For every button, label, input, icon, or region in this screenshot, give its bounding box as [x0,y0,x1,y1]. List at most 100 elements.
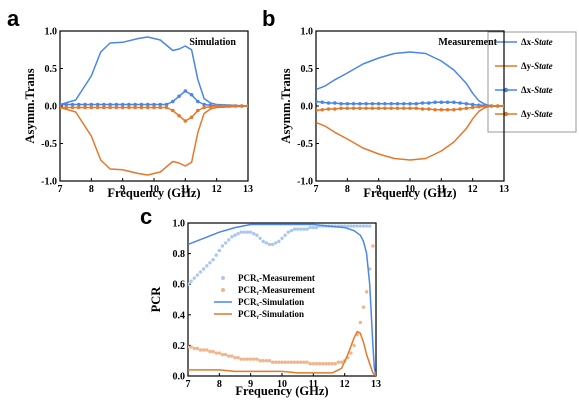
data-point-b-2 [316,99,318,104]
data-point-b-2 [333,101,337,105]
data-point-b-2 [458,101,462,105]
data-point-c-1 [349,351,353,355]
data-point-b-3 [408,106,412,111]
data-point-c-0 [289,228,294,233]
data-point-c-0 [267,242,272,247]
data-point-a-2 [120,102,125,107]
data-point-b-3 [383,106,387,111]
data-point-c-0 [255,233,259,237]
legend-c: PCRₓ-Measurement PCRᵧ-Measurement PCRₓ-Sim… [214,273,315,319]
legend-ab-label-3: Δy-State [521,109,553,119]
data-point-b-3 [389,106,394,111]
data-point-b-2 [395,101,400,106]
y-tick-label-b: -0.5 [297,139,313,150]
data-point-a-2 [152,102,156,107]
data-point-c-1 [230,354,234,358]
series-line-c-2 [188,223,376,376]
data-point-a-2 [164,102,169,107]
data-point-c-0 [311,225,316,230]
x-tick-label-c: 7 [186,379,191,390]
x-tick-label-c: 8 [217,379,222,390]
data-point-c-0 [368,224,372,228]
data-point-a-2 [189,92,194,97]
x-tick-label-b: 8 [345,184,350,195]
panel-letter-c: c [140,204,152,229]
data-point-c-1 [255,357,259,361]
data-point-a-3 [221,104,225,108]
data-point-a-3 [171,108,175,113]
data-point-c-0 [236,232,240,236]
data-point-c-0 [220,244,225,248]
data-point-a-2 [60,102,62,107]
data-point-c-1 [233,355,237,360]
x-axis-label-c: Frequency (GHz) [235,384,328,398]
data-point-c-1 [317,362,322,366]
data-point-c-1 [302,360,306,364]
data-point-b-2 [326,101,331,105]
data-point-c-0 [189,279,193,283]
data-point-c-1 [358,320,363,325]
data-point-a-3 [227,104,231,108]
data-point-c-0 [308,225,312,230]
data-point-c-0 [242,230,247,234]
y-tick-label-a: -1.0 [41,177,57,188]
data-point-a-2 [64,102,69,107]
data-point-a-2 [183,89,188,93]
y-axis-label-b: Asymm.Trans [279,68,293,143]
series-line-b-0 [316,51,504,107]
data-point-b-3 [333,107,337,111]
data-point-c-0 [252,232,256,236]
series-line-c-3 [188,330,376,376]
data-point-c-1 [311,362,316,366]
data-point-b-3 [376,106,381,111]
y-axis-label-c: PCR [149,286,163,313]
data-point-c-0 [188,282,190,286]
y-tick-label-c: 0.6 [173,280,186,291]
data-point-b-2 [452,100,456,105]
series-line-a-1 [60,105,248,176]
legend-label-3: PCRᵧ-Simulation [238,309,304,319]
data-point-b-2 [470,102,475,107]
data-point-c-0 [286,230,290,234]
plot-frame-b [315,30,505,182]
x-tick-label-a: 10 [149,184,159,195]
data-point-a-3 [202,105,206,110]
data-point-a-3 [145,105,150,110]
data-point-c-1 [280,360,284,364]
data-point-a-3 [196,108,200,113]
data-point-a-3 [164,105,169,110]
data-point-c-1 [305,360,309,364]
data-point-c-1 [220,352,225,357]
x-tick-label-c: 10 [277,379,287,390]
data-point-a-3 [133,105,137,110]
data-point-b-3 [427,107,431,111]
data-point-c-0 [299,227,303,231]
data-point-b-3 [464,106,469,111]
data-point-c-1 [330,362,334,366]
data-point-a-2 [196,99,200,104]
data-point-a-3 [95,105,100,110]
x-tick-label-a: 11 [181,184,190,195]
data-point-b-2 [445,100,450,105]
data-point-b-3 [452,107,456,112]
data-point-a-2 [158,102,163,107]
data-point-a-3 [139,105,144,110]
data-point-c-0 [227,238,231,242]
data-point-c-1 [336,360,341,364]
data-point-c-1 [211,349,215,354]
data-point-a-2 [70,102,75,107]
data-point-b-2 [464,101,469,106]
data-point-c-0 [258,236,262,240]
panel-letter-b: b [262,6,275,31]
y-tick-label-a: -0.5 [41,139,57,150]
data-point-c-0 [295,227,300,231]
data-point-c-1 [245,357,250,361]
legend-ab-label-0: Δx-State [521,37,553,47]
data-point-a-3 [183,119,188,123]
data-point-b-2 [383,101,387,106]
legend-label-2: PCRₓ-Simulation [238,297,304,307]
y-axis-label-a: Asymm.Trans [23,68,37,143]
data-point-c-1 [258,359,262,363]
data-point-c-0 [270,242,275,247]
